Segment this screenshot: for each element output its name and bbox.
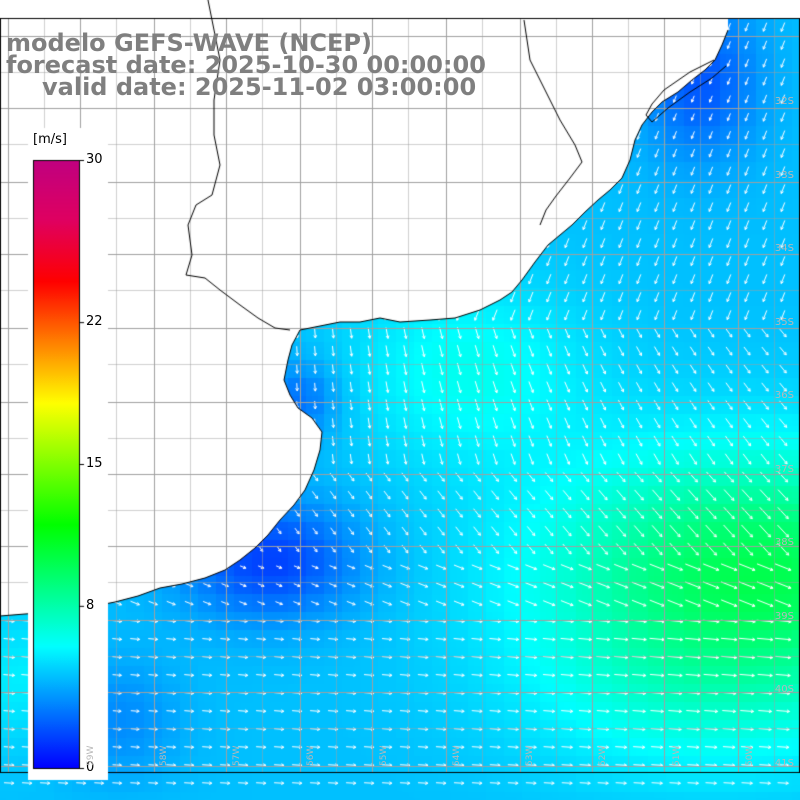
latitude-label: 41S	[774, 757, 794, 769]
map-title-forecast-date: forecast date: 2025-10-30 00:00:00	[6, 51, 486, 79]
longitude-label: 50W	[744, 745, 755, 766]
colorbar-tick-label: 0	[86, 760, 95, 775]
latitude-label: 39S	[774, 610, 794, 622]
latitude-label: 33S	[774, 169, 794, 181]
longitude-label: 59W	[86, 745, 96, 766]
latitude-label: 35S	[774, 316, 794, 328]
colorbar-unit-label: [m/s]	[33, 132, 67, 147]
colorbar-tick-label: 22	[86, 314, 103, 330]
longitude-label: 55W	[378, 745, 389, 766]
colorbar-tick-label: 15	[86, 456, 103, 471]
latitude-label: 37S	[774, 463, 794, 475]
map-title-valid-date: valid date: 2025-11-02 03:00:00	[42, 73, 477, 101]
latitude-label: 32S	[774, 96, 794, 107]
longitude-label: 58W	[159, 745, 170, 766]
longitude-label: 54W	[452, 745, 462, 766]
longitude-label: 56W	[305, 745, 316, 766]
longitude-label: 52W	[598, 745, 609, 766]
longitude-label: 51W	[671, 745, 682, 766]
latitude-label: 38S	[774, 537, 794, 548]
latitude-label: 40S	[774, 684, 794, 695]
colorbar-tick-label: 30	[86, 152, 103, 167]
latitude-label: 34S	[774, 243, 794, 254]
longitude-label: 53W	[525, 745, 536, 766]
map-title-model: modelo GEFS-WAVE (NCEP)	[6, 29, 372, 57]
colorbar-tick-label: 8	[86, 597, 95, 613]
latitude-label: 36S	[774, 390, 794, 401]
longitude-label: 57W	[232, 745, 243, 766]
